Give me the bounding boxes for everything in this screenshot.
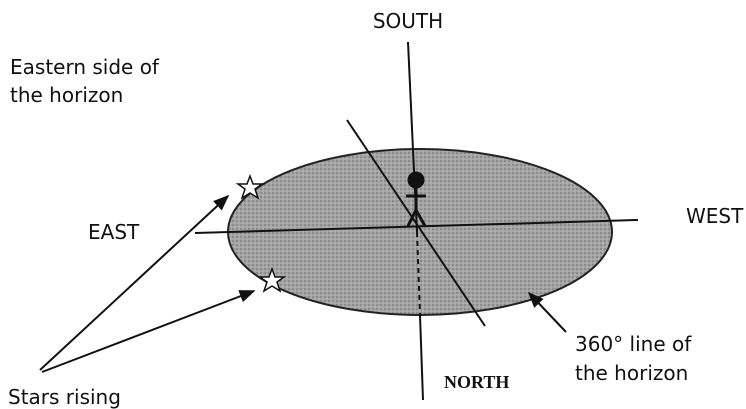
meridian-line (408, 42, 413, 150)
meridian-line (420, 315, 423, 400)
label-south: SOUTH (373, 9, 443, 33)
label-east: EAST (88, 220, 140, 244)
label-horizon-line: the horizon (575, 361, 688, 385)
arrow (42, 291, 254, 372)
label-stars-rising: Stars rising (8, 385, 121, 409)
label-eastern-side: Eastern side of (10, 55, 160, 79)
diagram: SOUTH Eastern side of the horizon EAST W… (0, 0, 746, 409)
label-north: NORTH (444, 372, 509, 392)
page: SOUTH Eastern side of the horizon EAST W… (0, 0, 746, 409)
label-west: WEST (686, 204, 744, 228)
label-eastern-side: the horizon (10, 83, 123, 107)
label-horizon-line: 360° line of (575, 332, 692, 356)
arrow (529, 293, 566, 332)
